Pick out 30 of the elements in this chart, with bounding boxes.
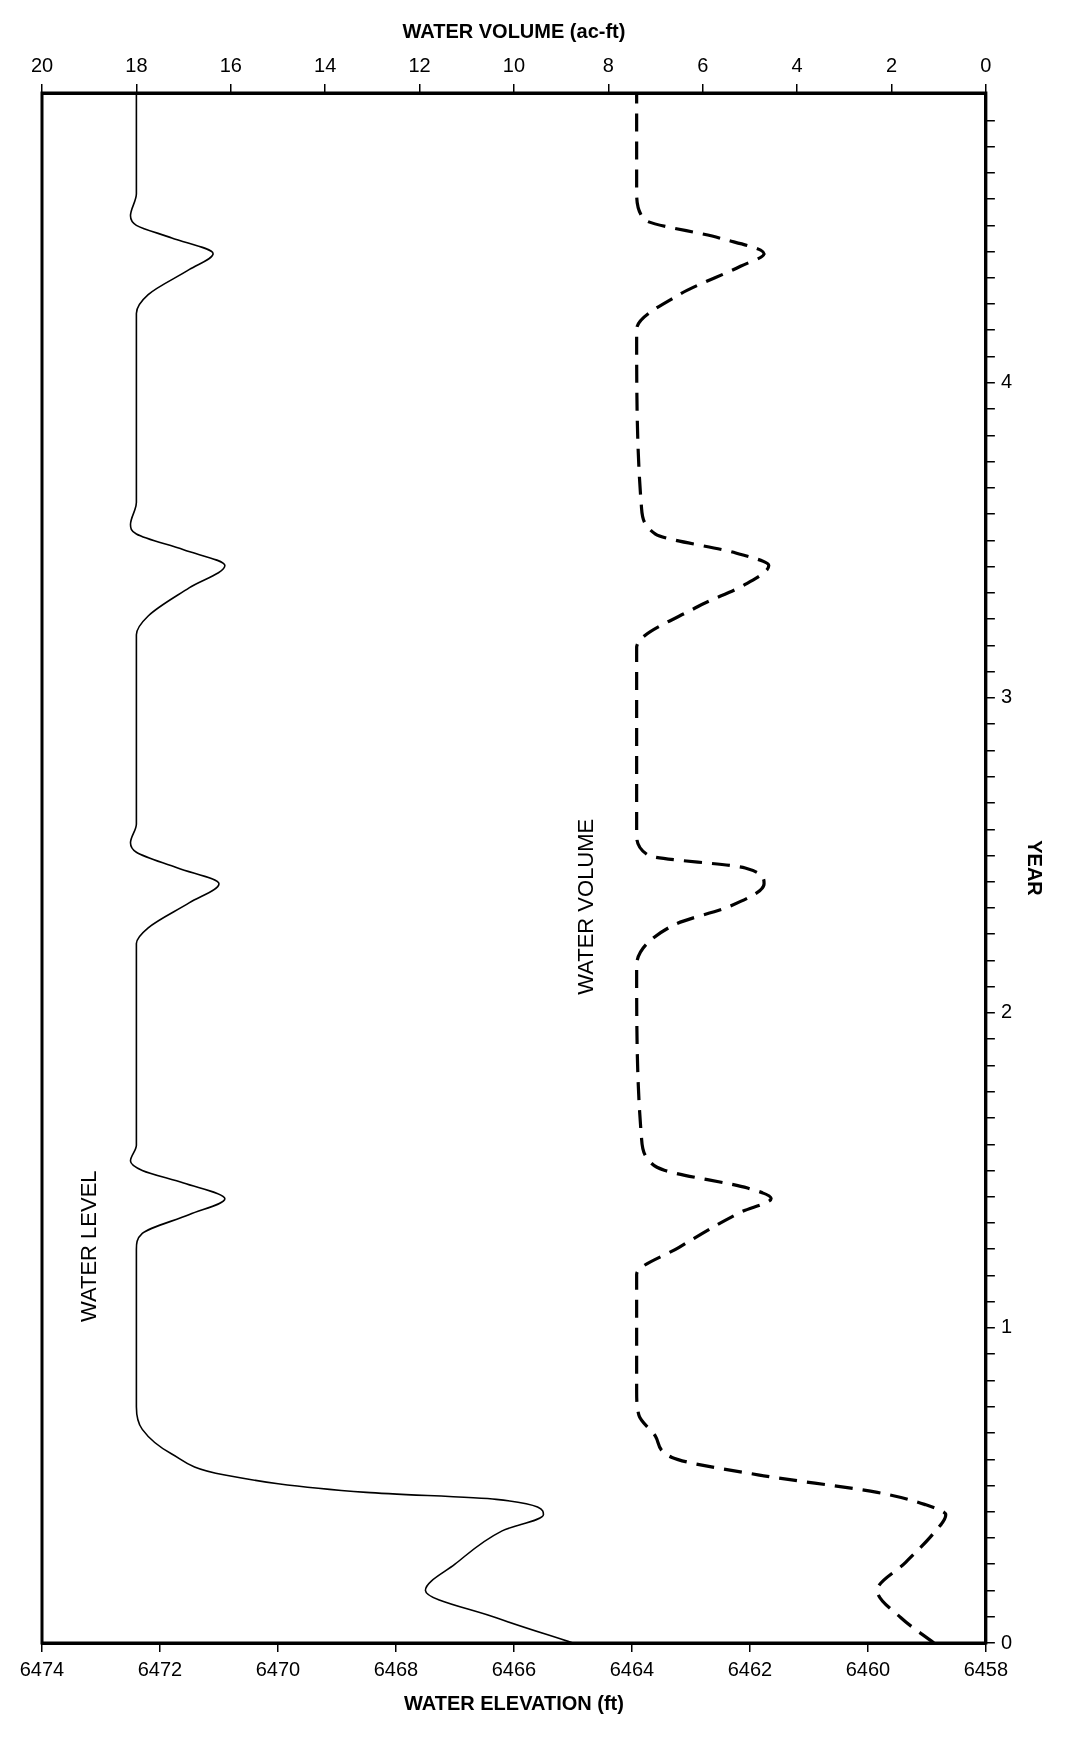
y-tick-label: 3 <box>1000 685 1012 708</box>
x-tick-label: 6462 <box>727 1657 773 1680</box>
x-tick-label: 6474 <box>19 1657 65 1680</box>
x2-tick-label: 10 <box>502 53 526 76</box>
y-tick-label: 0 <box>1000 1630 1012 1653</box>
x2-tick-label: 4 <box>791 53 803 76</box>
x-tick-label: 6468 <box>373 1657 419 1680</box>
x-axis-title: WATER ELEVATION (ft) <box>403 1691 624 1714</box>
x2-tick-label: 2 <box>885 53 898 76</box>
y-axis-title: YEAR <box>1024 840 1047 897</box>
x-tick-label: 6466 <box>491 1657 537 1680</box>
y-tick-label: 4 <box>1000 370 1012 393</box>
x2-tick-label: 8 <box>602 53 614 76</box>
x2-tick-label: 6 <box>697 53 709 76</box>
x2-tick-label: 18 <box>125 53 148 76</box>
text: WATER VOLUME <box>572 818 598 995</box>
x2-axis-title: WATER VOLUME (ac-ft) <box>402 19 626 42</box>
x-tick-label: 6470 <box>255 1657 301 1680</box>
x-tick-label: 6472 <box>137 1657 183 1680</box>
x2-tick-label: 20 <box>30 53 54 76</box>
y-tick-label: 1 <box>1000 1315 1012 1338</box>
x2-tick-label: 0 <box>980 53 992 76</box>
x2-tick-label: 14 <box>314 53 337 76</box>
x-tick-label: 6460 <box>845 1657 891 1680</box>
text: WATER LEVEL <box>76 1170 102 1322</box>
x-tick-label: 6464 <box>609 1657 655 1680</box>
x-tick-label: 6458 <box>963 1657 1009 1680</box>
x2-tick-label: 12 <box>408 53 431 76</box>
y-tick-label: 2 <box>1000 1000 1012 1023</box>
x2-tick-label: 16 <box>219 53 242 76</box>
